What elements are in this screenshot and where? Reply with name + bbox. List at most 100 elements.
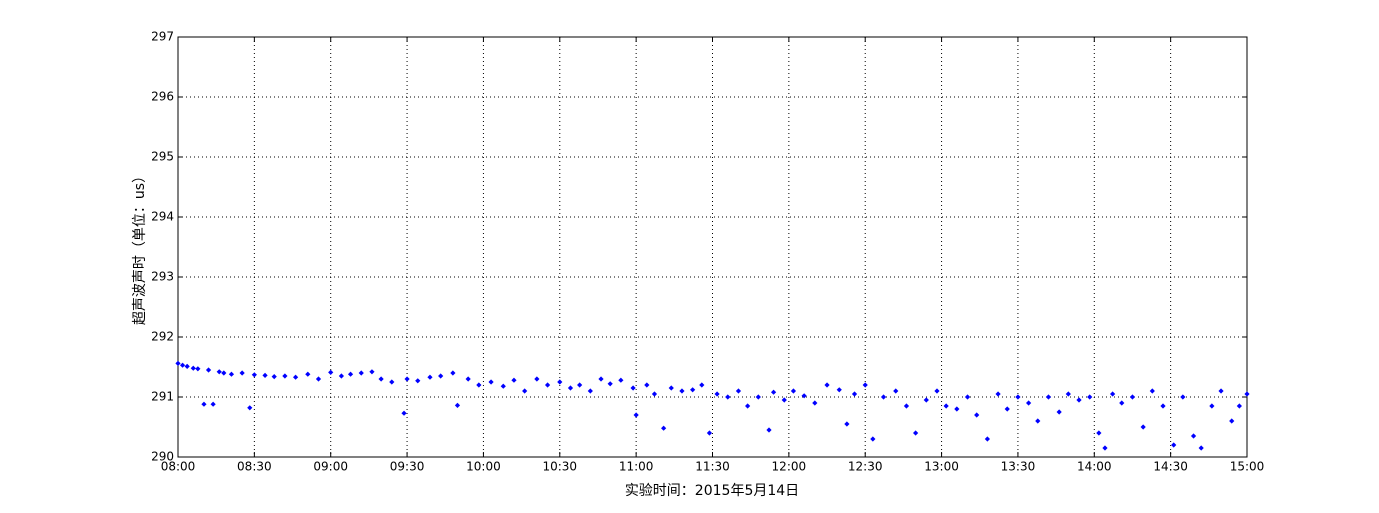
- data-point: [401, 410, 407, 416]
- data-point: [790, 388, 797, 394]
- data-point: [651, 391, 658, 397]
- data-point: [247, 405, 253, 411]
- data-point: [557, 379, 563, 385]
- data-point: [812, 400, 818, 406]
- data-point: [984, 436, 990, 442]
- data-point: [870, 436, 876, 442]
- data-point: [369, 369, 375, 375]
- data-point: [1065, 391, 1071, 397]
- data-point: [661, 425, 667, 431]
- data-point: [1180, 394, 1186, 400]
- y-tick-label: 295: [151, 150, 174, 164]
- x-tick-label: 12:30: [848, 460, 883, 474]
- data-point: [607, 381, 613, 387]
- data-point: [221, 370, 227, 376]
- y-tick-label: 290: [151, 450, 174, 464]
- data-point: [1045, 394, 1052, 400]
- data-point: [1004, 406, 1010, 412]
- data-point: [184, 363, 190, 369]
- data-point: [801, 393, 807, 399]
- data-point: [1102, 445, 1108, 451]
- plot-frame: [177, 36, 1248, 458]
- data-point: [943, 403, 949, 409]
- data-point: [974, 412, 980, 418]
- data-point: [500, 383, 506, 389]
- data-point: [262, 372, 268, 378]
- data-point: [239, 370, 245, 376]
- data-point: [511, 377, 517, 383]
- data-point: [567, 385, 574, 391]
- x-tick-label: 14:30: [1153, 460, 1188, 474]
- x-tick-label: 11:30: [695, 460, 730, 474]
- data-point: [995, 391, 1001, 397]
- data-point: [706, 430, 713, 436]
- data-point: [315, 376, 322, 382]
- data-point: [668, 385, 674, 391]
- data-point: [378, 376, 384, 382]
- data-point: [292, 374, 299, 380]
- data-point: [358, 370, 364, 376]
- y-tick-label: 292: [151, 330, 174, 344]
- data-point: [633, 412, 639, 418]
- y-tick-label: 293: [151, 270, 174, 284]
- data-point: [1096, 430, 1102, 436]
- x-tick-label: 10:30: [542, 460, 577, 474]
- data-point: [1244, 391, 1250, 397]
- data-point: [389, 379, 395, 385]
- data-point: [964, 394, 971, 400]
- data-point: [1056, 409, 1062, 415]
- data-point: [725, 394, 731, 400]
- data-point: [954, 406, 960, 412]
- data-point: [679, 388, 685, 394]
- data-point: [836, 387, 842, 393]
- data-point: [415, 378, 421, 384]
- data-point: [1129, 394, 1136, 400]
- data-point: [488, 379, 494, 385]
- data-point: [714, 391, 720, 397]
- data-point: [476, 382, 482, 388]
- data-point: [465, 376, 471, 382]
- data-point: [427, 374, 433, 380]
- y-tick-label: 296: [151, 90, 174, 104]
- data-point: [587, 388, 593, 394]
- data-point: [454, 402, 461, 408]
- data-point: [699, 382, 705, 388]
- data-point: [404, 376, 410, 382]
- data-point: [1015, 394, 1021, 400]
- data-point: [598, 376, 604, 382]
- x-tick-label: 13:00: [924, 460, 959, 474]
- data-point: [205, 367, 212, 373]
- data-point: [1209, 403, 1215, 409]
- x-tick-label: 09:00: [313, 460, 348, 474]
- data-point: [195, 366, 201, 372]
- x-tick-label: 13:30: [1001, 460, 1036, 474]
- x-tick-label: 15:00: [1230, 460, 1265, 474]
- data-point: [644, 382, 650, 388]
- data-point: [630, 385, 636, 391]
- data-point: [1218, 388, 1224, 394]
- data-point: [1198, 445, 1204, 451]
- data-point: [1110, 391, 1116, 397]
- data-point: [770, 389, 777, 395]
- data-point: [534, 376, 540, 382]
- data-point: [190, 365, 196, 371]
- y-tick-label: 291: [151, 390, 174, 404]
- data-point: [893, 388, 899, 394]
- data-point: [328, 369, 334, 375]
- data-point: [305, 371, 311, 377]
- x-axis-label: 实验时间：2015年5月14日: [625, 483, 799, 499]
- data-point: [175, 360, 181, 366]
- data-point: [1236, 403, 1242, 409]
- data-point: [913, 430, 919, 436]
- data-point: [735, 388, 742, 394]
- data-point: [1035, 418, 1041, 424]
- data-point: [179, 362, 186, 368]
- data-point: [851, 391, 858, 397]
- x-tick-label: 12:00: [772, 460, 807, 474]
- data-point: [903, 403, 910, 409]
- data-point: [1229, 418, 1235, 424]
- y-tick-label: 294: [151, 210, 174, 224]
- y-axis-label: 超声波声时（单位：us）: [132, 169, 148, 325]
- data-point: [755, 394, 761, 400]
- data-point: [210, 401, 216, 407]
